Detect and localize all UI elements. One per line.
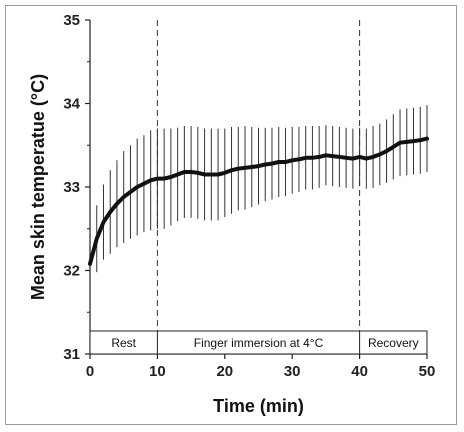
x-tick-label: 10 <box>149 363 166 380</box>
phase-label: Finger immersion at 4°C <box>194 336 324 350</box>
phase-bar: Rest Finger immersion at 4°C Recovery <box>89 330 428 355</box>
y-tick-label: 34 <box>63 96 80 113</box>
phase-band <box>89 330 428 355</box>
mean-line <box>88 136 429 266</box>
y-tick-label: 35 <box>63 12 80 29</box>
error-bars <box>89 105 428 291</box>
phase-label: Rest <box>111 336 136 350</box>
y-tick-label: 32 <box>63 263 80 280</box>
y-tick-label: 33 <box>63 179 80 196</box>
x-ticks: 0 10 20 30 40 50 <box>86 354 436 380</box>
x-axis-title: Time (min) <box>213 396 304 416</box>
phase-label: Recovery <box>368 336 419 350</box>
chart-frame <box>5 5 457 425</box>
x-tick-label: 0 <box>86 363 94 380</box>
y-tick-label: 31 <box>63 346 80 363</box>
y-axis-title: Mean skin temperatue (°C) <box>28 74 48 300</box>
x-tick-label: 30 <box>284 363 301 380</box>
phase-boundary-lines <box>156 20 361 354</box>
x-tick-label: 20 <box>216 363 233 380</box>
y-ticks: 31 32 33 34 35 <box>63 12 90 363</box>
x-tick-label: 50 <box>419 363 436 380</box>
x-tick-label: 40 <box>351 363 368 380</box>
